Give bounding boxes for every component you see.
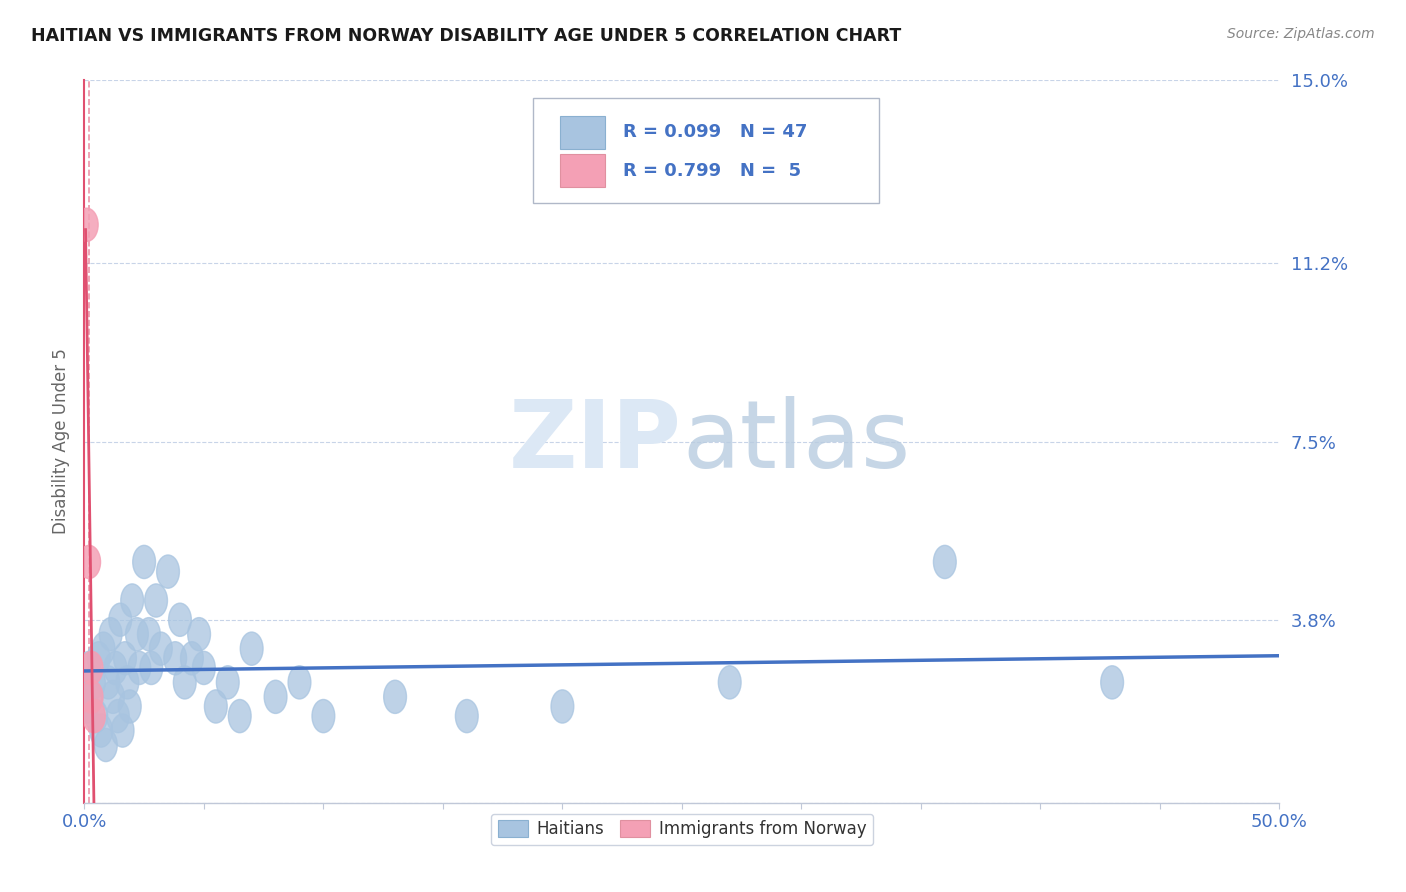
Ellipse shape (80, 651, 103, 684)
Ellipse shape (77, 545, 101, 579)
Ellipse shape (111, 714, 134, 747)
Ellipse shape (90, 714, 112, 747)
Ellipse shape (264, 681, 287, 714)
Ellipse shape (84, 699, 108, 732)
Ellipse shape (132, 545, 156, 579)
Y-axis label: Disability Age Under 5: Disability Age Under 5 (52, 349, 70, 534)
Ellipse shape (138, 617, 160, 651)
Ellipse shape (107, 699, 129, 732)
Ellipse shape (718, 665, 741, 699)
Text: atlas: atlas (682, 395, 910, 488)
Text: ZIP: ZIP (509, 395, 682, 488)
Ellipse shape (121, 584, 143, 617)
Ellipse shape (83, 665, 105, 699)
Ellipse shape (145, 584, 167, 617)
Text: HAITIAN VS IMMIGRANTS FROM NORWAY DISABILITY AGE UNDER 5 CORRELATION CHART: HAITIAN VS IMMIGRANTS FROM NORWAY DISABI… (31, 27, 901, 45)
Ellipse shape (128, 651, 150, 684)
Ellipse shape (173, 665, 197, 699)
Ellipse shape (193, 651, 215, 684)
Ellipse shape (97, 665, 120, 699)
Ellipse shape (108, 603, 132, 636)
Ellipse shape (76, 208, 98, 242)
Ellipse shape (94, 729, 117, 762)
Ellipse shape (1101, 665, 1123, 699)
Ellipse shape (125, 617, 149, 651)
Ellipse shape (217, 665, 239, 699)
Ellipse shape (180, 641, 204, 675)
Ellipse shape (169, 603, 191, 636)
FancyBboxPatch shape (560, 116, 606, 149)
Ellipse shape (156, 555, 180, 588)
Ellipse shape (104, 651, 127, 684)
Ellipse shape (101, 681, 125, 714)
Ellipse shape (76, 690, 98, 723)
Ellipse shape (228, 699, 252, 732)
Ellipse shape (115, 665, 139, 699)
Text: Source: ZipAtlas.com: Source: ZipAtlas.com (1227, 27, 1375, 41)
Ellipse shape (240, 632, 263, 665)
FancyBboxPatch shape (533, 98, 879, 203)
Ellipse shape (80, 681, 103, 714)
Ellipse shape (139, 651, 163, 684)
Ellipse shape (384, 681, 406, 714)
Ellipse shape (80, 681, 103, 714)
Ellipse shape (87, 641, 110, 675)
Ellipse shape (83, 699, 105, 732)
Ellipse shape (114, 641, 136, 675)
FancyBboxPatch shape (560, 154, 606, 186)
Ellipse shape (77, 651, 101, 684)
Legend: Haitians, Immigrants from Norway: Haitians, Immigrants from Norway (491, 814, 873, 845)
Ellipse shape (187, 617, 211, 651)
Ellipse shape (204, 690, 228, 723)
Text: R = 0.799   N =  5: R = 0.799 N = 5 (623, 161, 801, 179)
Ellipse shape (288, 665, 311, 699)
Ellipse shape (100, 617, 122, 651)
Ellipse shape (118, 690, 141, 723)
Ellipse shape (551, 690, 574, 723)
Ellipse shape (312, 699, 335, 732)
Ellipse shape (91, 632, 115, 665)
Ellipse shape (934, 545, 956, 579)
Ellipse shape (149, 632, 173, 665)
Text: R = 0.099   N = 47: R = 0.099 N = 47 (623, 123, 807, 141)
Ellipse shape (456, 699, 478, 732)
Ellipse shape (163, 641, 187, 675)
